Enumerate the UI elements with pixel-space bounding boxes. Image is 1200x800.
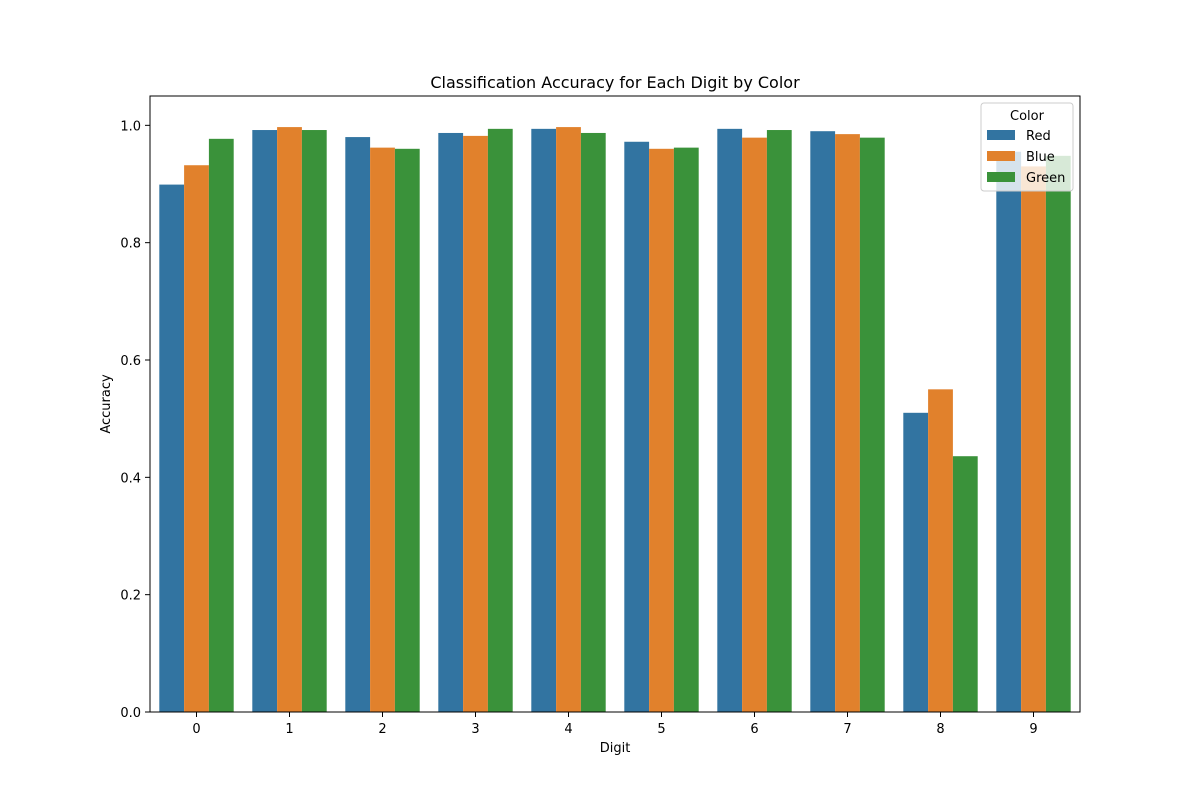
bars-layer xyxy=(159,127,1071,713)
bar-green-digit-9 xyxy=(1045,155,1071,713)
bar-blue-digit-7 xyxy=(835,134,860,712)
legend-label-green: Green xyxy=(1026,171,1065,186)
bar-green-digit-2 xyxy=(394,148,420,713)
x-tick-label: 5 xyxy=(657,722,665,737)
bar-blue-digit-1 xyxy=(277,127,302,713)
x-tick-label: 1 xyxy=(285,722,293,737)
bar-blue-digit-8 xyxy=(928,389,953,712)
y-tick-label: 0.0 xyxy=(120,706,141,721)
legend-entries: Red Blue Green xyxy=(987,129,1065,186)
bar-red-digit-6 xyxy=(717,128,743,713)
legend-swatch-blue xyxy=(987,151,1015,161)
bar-green-digit-1 xyxy=(301,130,327,712)
legend-swatch-green xyxy=(987,172,1015,182)
legend-box xyxy=(980,102,1074,192)
legend-swatch-red xyxy=(987,130,1015,140)
bar-green-digit-5 xyxy=(673,147,699,712)
bar-green-digit-8 xyxy=(952,456,978,712)
x-tick-label: 9 xyxy=(1029,722,1037,737)
bar-red-digit-8 xyxy=(903,412,929,712)
x-tick-label: 8 xyxy=(936,722,944,737)
x-tick-label: 0 xyxy=(192,722,200,737)
bar-red-digit-0 xyxy=(159,184,185,713)
x-axis-label: Digit xyxy=(600,741,631,756)
bar-blue-digit-3 xyxy=(463,135,488,712)
plot-frame xyxy=(149,95,1081,713)
x-tick-label: 7 xyxy=(843,722,851,737)
y-tick-label: 0.8 xyxy=(120,237,141,252)
y-tick-label: 0.4 xyxy=(120,471,141,486)
bar-blue-digit-0 xyxy=(184,165,209,713)
x-tick-label: 4 xyxy=(564,722,572,737)
bar-green-digit-6 xyxy=(766,130,792,712)
x-tick-label: 2 xyxy=(378,722,386,737)
bar-green-digit-3 xyxy=(487,128,513,713)
bar-blue-digit-5 xyxy=(649,148,674,713)
y-axis-label: Accuracy xyxy=(99,374,114,434)
legend-label-red: Red xyxy=(1026,129,1051,144)
bar-red-digit-4 xyxy=(531,128,557,713)
bar-green-digit-0 xyxy=(208,138,234,712)
legend-label-blue: Blue xyxy=(1026,150,1055,165)
bar-blue-digit-2 xyxy=(370,147,395,712)
bar-blue-digit-6 xyxy=(742,137,767,712)
bar-red-digit-3 xyxy=(438,132,464,712)
bar-red-digit-9 xyxy=(996,151,1022,713)
y-tick-label: 0.6 xyxy=(120,354,141,369)
chart-title: Classification Accuracy for Each Digit b… xyxy=(430,73,800,92)
y-tick-label: 0.2 xyxy=(120,589,141,604)
y-tick-label: 1.0 xyxy=(120,119,141,134)
x-tick-label: 6 xyxy=(750,722,758,737)
bar-red-digit-1 xyxy=(252,130,278,712)
legend-title: Color xyxy=(1010,109,1045,124)
y-axis-ticks: 0.0 0.2 0.4 0.6 0.8 1.0 xyxy=(120,119,150,721)
x-tick-label: 3 xyxy=(471,722,479,737)
bar-green-digit-4 xyxy=(580,132,606,712)
bar-red-digit-7 xyxy=(810,131,836,712)
bar-red-digit-5 xyxy=(624,141,650,712)
bar-red-digit-2 xyxy=(345,137,371,712)
bar-green-digit-7 xyxy=(859,137,885,712)
bar-blue-digit-4 xyxy=(556,127,581,713)
legend: Color Red Blue Green xyxy=(980,102,1074,192)
bar-blue-digit-9 xyxy=(1021,166,1046,712)
x-axis-ticks: 0 1 2 3 4 5 6 7 8 9 xyxy=(192,712,1038,737)
